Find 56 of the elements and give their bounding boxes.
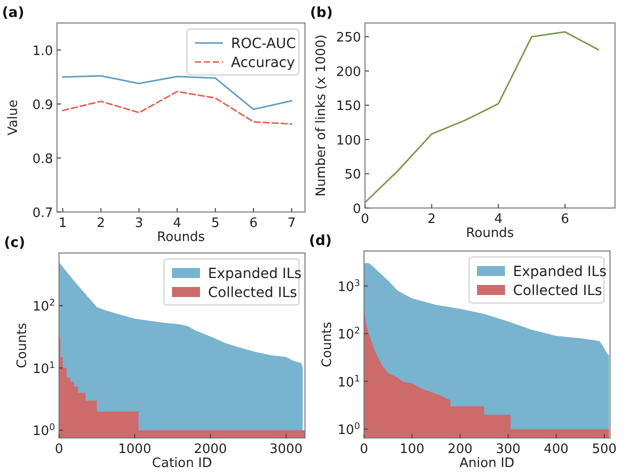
chart-title: (d) xyxy=(309,233,332,249)
chart-title: (a) xyxy=(2,5,24,21)
x-tick-label: 4 xyxy=(173,216,182,231)
x-tick-label: 3000 xyxy=(270,442,303,457)
y-tick-label: 0 xyxy=(352,202,361,217)
x-tick-label: 2 xyxy=(428,212,436,227)
chart-title: (b) xyxy=(310,5,333,21)
y-tick-label: 50 xyxy=(344,168,361,183)
y-axis-title: Number of links (x 1000) xyxy=(314,34,329,196)
x-tick-label: 1000 xyxy=(118,442,152,457)
y-tick-label: 250 xyxy=(336,30,361,46)
x-tick-label: 500 xyxy=(592,442,617,457)
y-axis-title: Value xyxy=(6,100,21,136)
y-tick-label: 10$^{3}$ xyxy=(338,278,360,295)
x-tick-label: 6 xyxy=(249,216,258,231)
x-axis-title: Cation ID xyxy=(152,456,212,471)
line-series xyxy=(62,90,292,125)
x-tick-label: 7 xyxy=(288,216,296,231)
y-tick-label: 10$^{1}$ xyxy=(338,374,360,390)
legend-label: Collected ILs xyxy=(208,285,298,301)
x-tick-label: 300 xyxy=(496,442,521,457)
y-tick-label: 10$^{0}$ xyxy=(32,423,56,440)
legend-label: Accuracy xyxy=(231,55,295,71)
y-tick-label: 0.7 xyxy=(32,206,53,221)
y-tick-label: 1.0 xyxy=(32,44,53,59)
y-tick-label: 10$^{1}$ xyxy=(32,360,55,377)
line-series xyxy=(62,75,292,110)
y-axis-title: Counts xyxy=(320,322,335,368)
line-series xyxy=(365,31,600,204)
y-tick-label: 10$^{0}$ xyxy=(338,422,360,438)
x-axis-title: Rounds xyxy=(157,230,206,245)
x-tick-label: 2 xyxy=(96,216,106,231)
y-tick-label: 100 xyxy=(336,133,361,148)
legend-label: Collected ILs xyxy=(513,283,602,299)
x-axis-title: Anion ID xyxy=(460,456,514,471)
chart-title: (c) xyxy=(4,235,26,251)
x-axis-title: Rounds xyxy=(466,226,514,241)
legend-label: Expanded ILs xyxy=(513,264,607,280)
y-axis-title: Counts xyxy=(15,322,30,368)
legend-label: ROC-AUC xyxy=(231,36,296,52)
y-tick-label: 200 xyxy=(336,64,361,80)
y-tick-label: 150 xyxy=(336,99,361,114)
x-tick-label: 400 xyxy=(544,442,569,457)
x-tick-label: 6 xyxy=(560,212,570,227)
legend-label: Expanded ILs xyxy=(208,266,302,282)
x-tick-label: 5 xyxy=(211,216,220,231)
x-tick-label: 3 xyxy=(134,216,144,231)
x-tick-label: 100 xyxy=(400,442,424,457)
y-tick-label: 10$^{2}$ xyxy=(338,326,360,343)
x-tick-label: 200 xyxy=(448,442,473,457)
x-tick-label: 2000 xyxy=(194,442,227,457)
y-tick-label: 0.9 xyxy=(32,98,53,113)
x-tick-label: 1 xyxy=(58,216,67,231)
y-tick-label: 10$^{2}$ xyxy=(32,298,55,315)
y-tick-label: 0.8 xyxy=(32,152,53,167)
x-tick-label: 4 xyxy=(494,212,502,227)
